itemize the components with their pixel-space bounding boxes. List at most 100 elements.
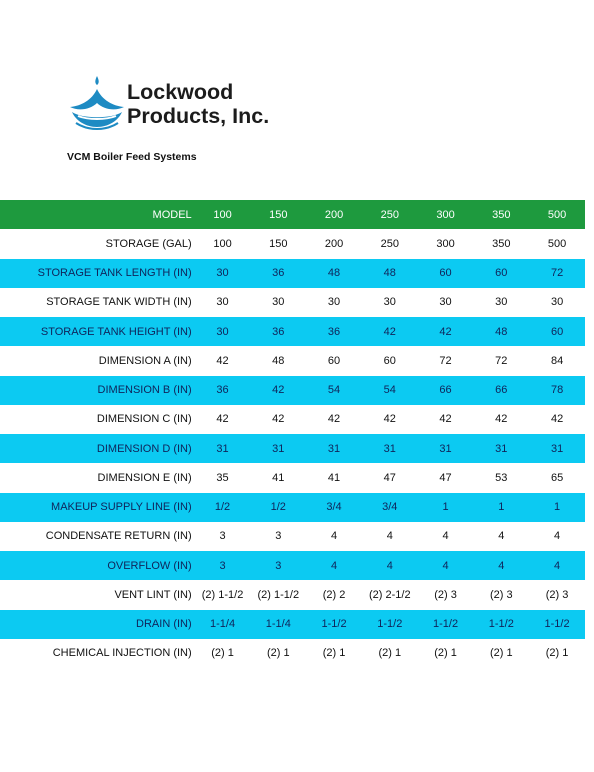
table-row: STORAGE TANK LENGTH (IN) 30 36 48 48 60 60 72	[0, 258, 585, 288]
value-cell: (2) 1	[434, 647, 457, 660]
water-drop-splash-icon	[70, 76, 124, 130]
value-cell: 66	[495, 384, 508, 397]
table-row: STORAGE TANK HEIGHT (IN) 30 36 36 42 42 48 60	[0, 317, 585, 347]
value-cell: (2) 3	[489, 588, 513, 601]
value-cell: 60	[439, 267, 452, 280]
value-cell: (2) 1	[266, 647, 290, 660]
value-cell: 1-1/4	[209, 618, 236, 631]
value-cell: (2) 2-1/2	[368, 588, 411, 601]
value-cell: 4	[498, 530, 505, 543]
value-cell: 1-1/2	[488, 618, 514, 631]
header-model-cell: 250	[380, 208, 399, 221]
value-cell: 60	[550, 325, 564, 338]
value-cell: 48	[383, 267, 396, 280]
row-label-cell: CONDENSATE RETURN (IN)	[45, 530, 192, 543]
value-cell: (2) 1	[211, 647, 234, 660]
value-cell: 4	[498, 559, 505, 572]
value-cell: 31	[216, 442, 229, 455]
company-name: Lockwood Products, Inc.	[127, 80, 269, 128]
value-cell: 60	[383, 354, 396, 367]
value-cell: 1-1/2	[544, 618, 570, 631]
table-header-row: MODEL 100 150 200 250 300 350 500	[0, 200, 585, 230]
row-label-cell: DIMENSION B (IN)	[97, 384, 192, 397]
value-cell: 42	[383, 325, 396, 338]
value-cell: 36	[272, 267, 285, 280]
table-row: MAKEUP SUPPLY LINE (IN) 1/2 1/2 3/4 3/4 1 1 1	[0, 492, 585, 522]
row-label-cell: STORAGE (GAL)	[105, 237, 192, 250]
value-cell: 30	[495, 296, 508, 309]
header-model-cell: 200	[324, 208, 344, 221]
value-cell: (2) 3	[545, 588, 569, 601]
value-cell: 100	[213, 237, 232, 250]
value-cell: 30	[383, 296, 396, 309]
value-cell: 78	[550, 384, 564, 397]
value-cell: 47	[383, 471, 396, 484]
value-cell: 47	[439, 471, 452, 484]
value-cell: 1	[498, 501, 505, 514]
value-cell: 54	[327, 384, 341, 397]
value-cell: (2) 2	[322, 588, 346, 601]
value-cell: 42	[495, 413, 508, 426]
table-row: STORAGE (GAL) 100 150 200 250 300 350 500	[0, 229, 585, 259]
value-cell: 53	[495, 471, 508, 484]
row-label-cell: DIMENSION D (IN)	[96, 442, 192, 455]
value-cell: 36	[272, 325, 285, 338]
row-label-cell: OVERFLOW (IN)	[107, 559, 192, 572]
value-cell: 3	[275, 530, 282, 543]
value-cell: (2) 1-1/2	[257, 588, 300, 601]
value-cell: 41	[327, 471, 341, 484]
value-cell: 1-1/2	[321, 618, 347, 631]
company-name-line2: Products, Inc.	[127, 104, 270, 128]
value-cell: (2) 1	[378, 647, 402, 660]
value-cell: 42	[272, 413, 285, 426]
row-label-cell: DIMENSION C (IN)	[96, 413, 192, 426]
value-cell: 31	[495, 442, 508, 455]
value-cell: 300	[436, 237, 455, 250]
header-model-cell: 300	[436, 208, 455, 221]
value-cell: 42	[272, 384, 285, 397]
value-cell: 42	[216, 413, 229, 426]
table-row: CONDENSATE RETURN (IN) 3 3 4 4 4 4 4	[0, 521, 585, 551]
value-cell: 41	[272, 471, 285, 484]
row-label-cell: DIMENSION E (IN)	[97, 471, 192, 484]
value-cell: 4	[330, 530, 338, 543]
value-cell: 4	[554, 530, 561, 543]
value-cell: 31	[383, 442, 396, 455]
value-cell: (2) 1	[489, 647, 513, 660]
table-row: STORAGE TANK WIDTH (IN) 30 30 30 30 30 30 30	[0, 287, 585, 317]
value-cell: 66	[439, 384, 452, 397]
specifications-table: MODEL 100 150 200 250 300 350 500 STORAG…	[0, 200, 585, 668]
value-cell: 72	[550, 267, 564, 280]
value-cell: 42	[383, 413, 396, 426]
value-cell: 1	[442, 501, 449, 514]
header-model-cell: 500	[547, 208, 567, 221]
value-cell: 48	[272, 354, 285, 367]
row-label-cell: VENT LINT (IN)	[114, 588, 192, 601]
value-cell: 1-1/2	[377, 618, 403, 631]
table-row: DIMENSION C (IN) 42 42 42 42 42 42 42	[0, 404, 585, 434]
company-name-line1: Lockwood	[127, 80, 234, 104]
value-cell: 4	[386, 530, 393, 543]
row-label-cell: CHEMICAL INJECTION (IN)	[52, 647, 192, 660]
value-cell: (2) 1	[322, 647, 346, 660]
row-label-cell: DIMENSION A (IN)	[98, 354, 192, 367]
value-cell: 42	[439, 325, 452, 338]
row-label-cell: STORAGE TANK LENGTH (IN)	[37, 267, 192, 280]
value-cell: 3/4	[382, 501, 398, 514]
value-cell: 36	[327, 325, 341, 338]
value-cell: 1-1/4	[265, 618, 291, 631]
company-logo: Lockwood Products, Inc.	[68, 76, 308, 136]
header-label-cell: MODEL	[152, 208, 192, 221]
table-row: DIMENSION A (IN) 42 48 60 60 72 72 84	[0, 346, 585, 376]
table-row: DRAIN (IN) 1-1/4 1-1/4 1-1/2 1-1/2 1-1/2 1-1/2…	[0, 609, 585, 639]
row-label-cell: STORAGE TANK WIDTH (IN)	[46, 296, 192, 309]
value-cell: (2) 1	[545, 647, 569, 660]
value-cell: 84	[550, 354, 564, 367]
row-label-cell: STORAGE TANK HEIGHT (IN)	[40, 325, 192, 338]
value-cell: 4	[554, 559, 561, 572]
value-cell: (2) 1-1/2	[201, 588, 244, 601]
header-model-cell: 150	[269, 208, 288, 221]
value-cell: 72	[495, 354, 508, 367]
value-cell: 31	[550, 442, 564, 455]
value-cell: 1/2	[214, 501, 231, 514]
